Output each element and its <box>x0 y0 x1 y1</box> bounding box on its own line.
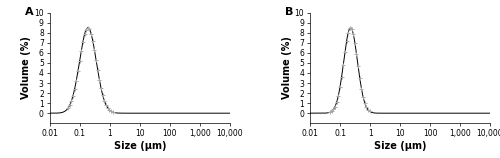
Y-axis label: Volume (%): Volume (%) <box>22 36 32 99</box>
Text: A: A <box>25 7 34 17</box>
Y-axis label: Volume (%): Volume (%) <box>282 36 292 99</box>
X-axis label: Size (μm): Size (μm) <box>114 141 166 151</box>
Text: B: B <box>286 7 294 17</box>
X-axis label: Size (μm): Size (μm) <box>374 141 426 151</box>
